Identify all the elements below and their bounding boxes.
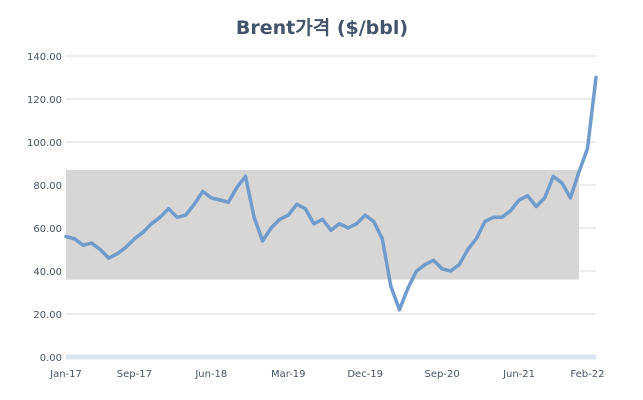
data-point bbox=[72, 237, 77, 241]
data-point bbox=[440, 267, 444, 271]
data-point bbox=[166, 207, 171, 211]
data-point bbox=[577, 170, 581, 174]
data-point bbox=[252, 215, 256, 219]
data-point bbox=[303, 207, 307, 211]
data-point bbox=[175, 215, 179, 219]
data-point bbox=[380, 237, 384, 241]
data-point bbox=[449, 269, 453, 273]
data-point bbox=[568, 196, 572, 200]
data-point bbox=[560, 181, 564, 185]
data-point bbox=[406, 286, 410, 290]
data-point bbox=[346, 226, 350, 230]
data-point bbox=[414, 269, 419, 273]
y-tick-label: 60.00 bbox=[33, 224, 62, 235]
data-point bbox=[551, 174, 555, 178]
data-point bbox=[312, 222, 316, 226]
y-tick-label: 0.00 bbox=[40, 353, 62, 364]
data-point bbox=[500, 215, 504, 219]
data-point bbox=[192, 202, 196, 206]
data-point bbox=[226, 200, 231, 204]
y-tick-label: 40.00 bbox=[33, 267, 62, 278]
x-tick-label: Feb-22 bbox=[570, 369, 604, 380]
data-point bbox=[355, 222, 359, 226]
data-point bbox=[64, 235, 68, 239]
x-tick-label: Jan-17 bbox=[49, 369, 82, 380]
data-point bbox=[534, 204, 538, 209]
data-point bbox=[457, 262, 461, 267]
data-point bbox=[397, 308, 401, 312]
data-point bbox=[320, 217, 325, 221]
data-point bbox=[508, 209, 513, 213]
data-point bbox=[474, 237, 478, 241]
data-point bbox=[466, 247, 470, 252]
data-point bbox=[81, 243, 85, 247]
x-tick-label: Jun-21 bbox=[502, 369, 535, 380]
data-point bbox=[184, 213, 188, 217]
data-point bbox=[423, 262, 427, 267]
y-tick-label: 140.00 bbox=[27, 52, 62, 63]
y-tick-label: 20.00 bbox=[33, 310, 62, 321]
data-point bbox=[98, 247, 102, 252]
data-point bbox=[243, 174, 248, 178]
x-tick-label: Jun-18 bbox=[194, 369, 227, 380]
x-tick-label: Dec-19 bbox=[347, 369, 383, 380]
data-point bbox=[158, 215, 162, 219]
data-point bbox=[329, 228, 333, 232]
data-point bbox=[141, 230, 145, 234]
data-point bbox=[235, 185, 239, 189]
data-point bbox=[363, 213, 367, 217]
data-point bbox=[115, 252, 119, 256]
data-point bbox=[286, 213, 290, 217]
data-point bbox=[209, 196, 213, 200]
data-point bbox=[337, 222, 342, 226]
data-point bbox=[90, 241, 94, 245]
data-point bbox=[295, 202, 299, 206]
y-tick-label: 80.00 bbox=[33, 181, 62, 192]
data-point bbox=[218, 198, 222, 202]
data-point bbox=[517, 198, 521, 202]
data-point bbox=[483, 219, 487, 224]
data-point bbox=[594, 75, 598, 80]
y-tick-label: 100.00 bbox=[27, 138, 62, 149]
chart-title: Brent가격 ($/bbl) bbox=[236, 17, 408, 39]
x-tick-label: Sep-20 bbox=[425, 369, 460, 380]
x-tick-label: Mar-19 bbox=[271, 369, 306, 380]
data-point bbox=[526, 194, 530, 198]
data-point bbox=[261, 239, 265, 243]
data-point bbox=[278, 217, 282, 221]
data-point bbox=[132, 237, 136, 241]
data-point bbox=[372, 219, 376, 224]
data-point bbox=[543, 196, 547, 200]
data-point bbox=[107, 256, 111, 260]
data-point bbox=[124, 245, 128, 249]
data-point bbox=[269, 226, 273, 230]
data-point bbox=[389, 284, 393, 288]
y-tick-label: 120.00 bbox=[27, 95, 62, 106]
data-point bbox=[585, 146, 590, 151]
data-point bbox=[491, 215, 496, 219]
plot-area: 0.00 20.00 40.00 60.00 80.00 100.00 120.00 140.… bbox=[27, 52, 604, 380]
data-point bbox=[149, 222, 154, 226]
data-point bbox=[431, 258, 436, 262]
shaded-range-band bbox=[66, 169, 579, 280]
x-tick-label: Sep-17 bbox=[117, 369, 152, 380]
data-point bbox=[201, 189, 205, 194]
